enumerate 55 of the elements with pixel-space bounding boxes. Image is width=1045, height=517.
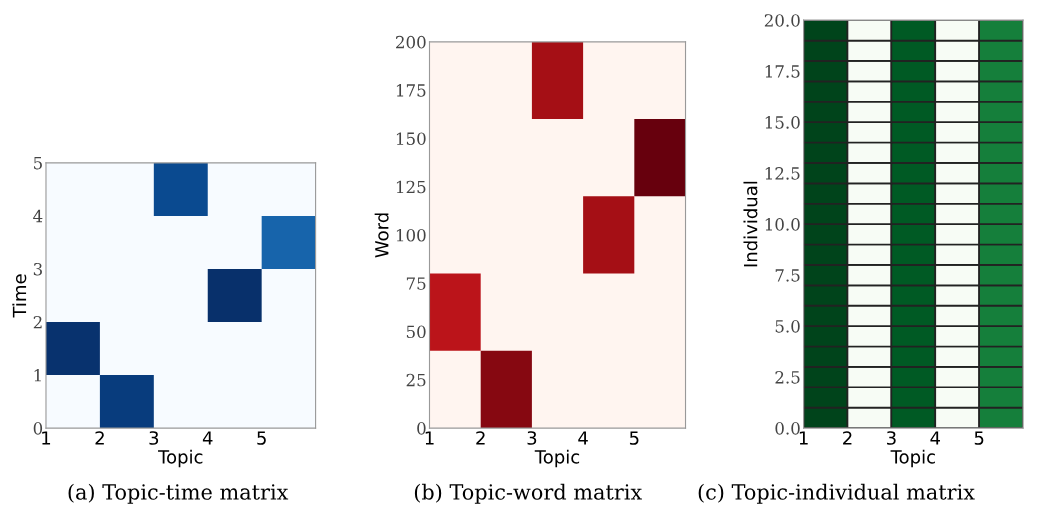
x-tick-label: 3	[527, 431, 537, 445]
x-axis-title: Topic	[158, 449, 203, 468]
x-tick-label: 5	[629, 431, 639, 445]
y-tick-label: 0	[417, 422, 426, 435]
bar	[583, 196, 635, 274]
y-axis-title: Word	[374, 213, 389, 258]
bar	[480, 350, 532, 429]
y-tick-label: 25	[406, 373, 426, 387]
y-tick-label: 2.5	[775, 371, 800, 384]
y-tick-label: 0	[33, 422, 43, 435]
bar	[99, 375, 154, 429]
y-tick-label: 0.0	[775, 422, 800, 435]
x-tick-label: 3	[149, 431, 159, 445]
x-tick-label: 4	[930, 431, 941, 445]
y-tick-label: 7.5	[775, 269, 800, 282]
bar	[261, 215, 316, 269]
y-tick-label: 12.5	[765, 167, 800, 180]
y-tick-label: 17.5	[765, 65, 800, 78]
y-tick-label: 125	[396, 180, 426, 194]
bar	[634, 119, 686, 197]
y-tick-label: 1	[34, 368, 41, 382]
y-tick-label: 2	[33, 315, 42, 329]
x-tick-label: 2	[476, 431, 485, 445]
bar	[429, 273, 481, 351]
y-tick-label: 15.0	[765, 116, 800, 129]
y-tick-label: 100	[396, 228, 426, 242]
text: (a) Topic-time matrix	[68, 483, 289, 504]
y-tick-label: 5	[34, 157, 42, 170]
x-axis-title: Topic	[890, 449, 935, 468]
bar	[531, 41, 584, 120]
y-tick-label: 175	[396, 84, 426, 97]
y-tick-label: 50	[406, 325, 426, 339]
y-axis-title: Individual	[743, 181, 758, 267]
x-tick-label: 4	[202, 431, 213, 445]
x-tick-label: 5	[257, 431, 266, 445]
text: (c) Topic-individual matrix	[698, 483, 975, 504]
y-tick-label: 5.0	[775, 320, 800, 333]
y-axis-title: Time	[12, 274, 27, 318]
y-tick-label: 20.0	[764, 14, 800, 27]
x-axis-title: Topic	[534, 449, 580, 468]
y-tick-label: 150	[396, 132, 426, 145]
x-tick-label: 4	[578, 431, 588, 445]
text: (b) Topic-word matrix	[414, 483, 642, 504]
y-tick-label: 75	[406, 277, 426, 290]
x-tick-label: 5	[974, 431, 984, 445]
x-tick-label: 2	[95, 431, 104, 445]
bar	[207, 268, 262, 322]
bar	[45, 321, 100, 376]
x-tick-label: 2	[843, 431, 852, 445]
y-tick-label: 3	[33, 262, 42, 276]
y-tick-label: 10.0	[765, 218, 800, 231]
bar	[153, 162, 208, 216]
y-tick-label: 200	[396, 35, 426, 49]
y-tick-label: 4	[33, 209, 43, 223]
x-tick-label: 3	[887, 431, 896, 445]
